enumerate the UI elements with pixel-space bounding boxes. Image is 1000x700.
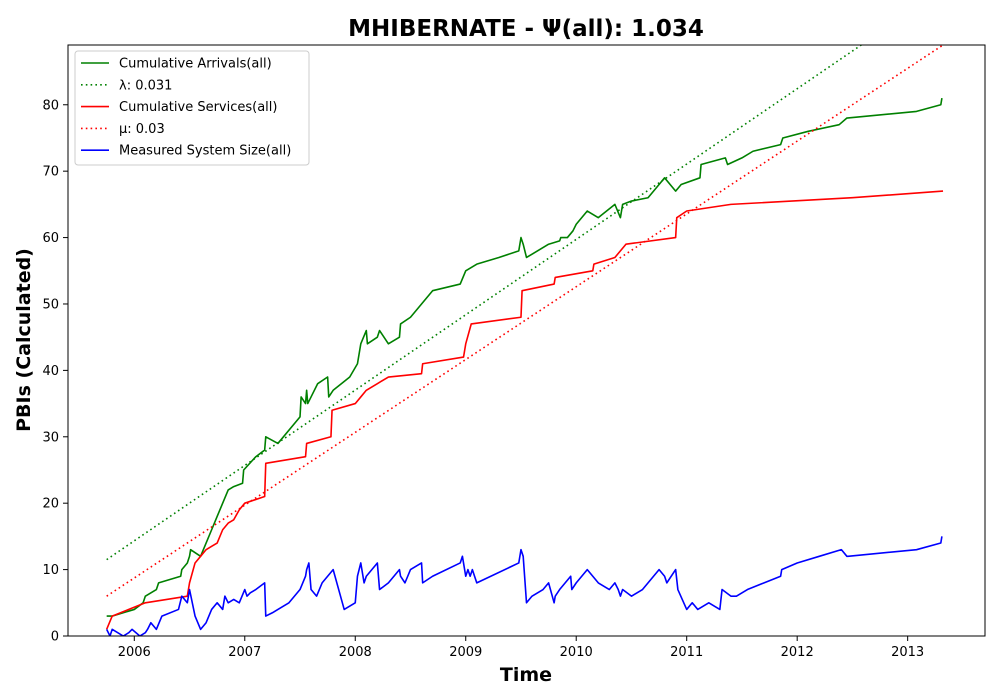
y-tick-label: 0 <box>51 630 59 645</box>
x-tick-label: 2006 <box>118 645 151 660</box>
x-tick-label: 2009 <box>449 645 482 660</box>
y-axis-label: PBIs (Calculated) <box>13 248 35 432</box>
chart-title: MHIBERNATE - Ψ(all): 1.034 <box>348 16 704 42</box>
legend-label: μ: 0.03 <box>119 122 165 137</box>
legend-label: Measured System Size(all) <box>119 144 291 159</box>
x-tick-label: 2013 <box>891 645 924 660</box>
y-axis: 0 10 20 30 40 50 60 70 80 <box>42 98 68 645</box>
series-line-2 <box>106 45 862 561</box>
x-tick-label: 2012 <box>781 645 814 660</box>
y-tick-label: 30 <box>42 430 59 445</box>
y-tick-label: 80 <box>42 98 59 113</box>
y-tick-label: 70 <box>42 165 59 180</box>
x-axis: 2006 2007 2008 2009 2010 2011 2012 2013 <box>118 636 924 660</box>
x-tick-label: 2011 <box>670 645 703 660</box>
plot-lines <box>105 45 944 636</box>
x-axis-label: Time <box>500 664 552 686</box>
x-tick-label: 2008 <box>339 645 372 660</box>
series-line-3 <box>105 190 944 630</box>
x-tick-label: 2007 <box>228 645 261 660</box>
y-tick-label: 20 <box>42 497 59 512</box>
y-tick-label: 10 <box>42 563 59 578</box>
y-tick-label: 40 <box>42 364 59 379</box>
legend-label: λ: 0.031 <box>119 78 172 93</box>
series-line-5 <box>105 536 943 636</box>
legend: Cumulative Arrivals(all) λ: 0.031 Cumulati… <box>74 50 310 166</box>
legend-box <box>74 50 310 166</box>
legend-label: Cumulative Arrivals(all) <box>119 57 272 72</box>
legend-label: Cumulative Services(all) <box>119 100 277 115</box>
x-tick-label: 2010 <box>560 645 593 660</box>
y-tick-label: 60 <box>42 231 59 246</box>
plot-frame <box>67 44 986 637</box>
y-tick-label: 50 <box>42 297 59 312</box>
series-line-1 <box>106 97 943 617</box>
